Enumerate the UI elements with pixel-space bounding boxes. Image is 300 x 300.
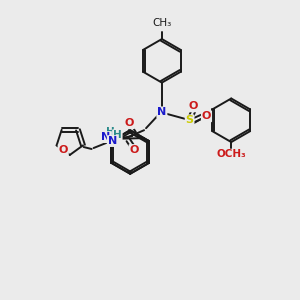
Text: N: N: [101, 132, 110, 142]
Text: O: O: [124, 118, 134, 128]
Text: H: H: [106, 127, 115, 137]
Text: S: S: [186, 115, 194, 125]
Text: O: O: [130, 145, 139, 155]
Text: O: O: [58, 145, 68, 155]
Text: O: O: [202, 111, 211, 121]
Text: CH₃: CH₃: [152, 18, 172, 28]
Text: N: N: [108, 136, 117, 146]
Text: H: H: [113, 130, 122, 140]
Text: O: O: [189, 101, 198, 111]
Text: OCH₃: OCH₃: [216, 149, 246, 159]
Text: N: N: [157, 107, 167, 117]
